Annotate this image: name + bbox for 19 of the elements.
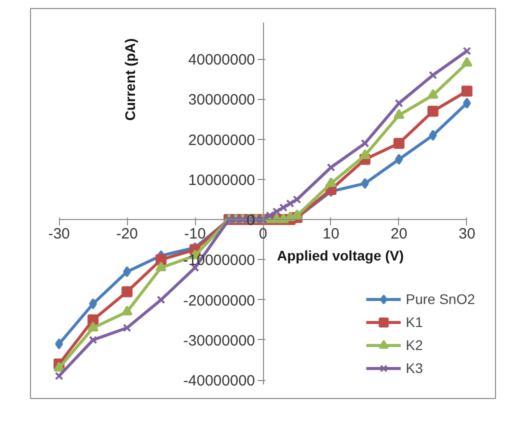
y-axis-title: Current (pA) — [122, 38, 138, 121]
x-tick-label: 10 — [322, 226, 340, 243]
y-tick-label: 10000000 — [188, 172, 256, 189]
legend-label: Pure SnO2 — [406, 291, 475, 307]
y-tick-label: 40000000 — [188, 52, 256, 69]
x-tick-label: 20 — [390, 226, 408, 243]
x-tick-label: -20 — [116, 226, 138, 243]
legend-label: K1 — [406, 314, 424, 330]
y-tick-label: 20000000 — [188, 132, 256, 149]
y-tick-label: 30000000 — [188, 92, 256, 109]
y-tick-label: -30000000 — [183, 332, 255, 350]
legend-label: K2 — [406, 337, 424, 353]
y-tick-label: -20000000 — [183, 292, 255, 310]
legend-label: K3 — [406, 360, 424, 376]
x-tick-label: -10 — [184, 226, 206, 243]
x-tick-label: 30 — [458, 226, 476, 243]
x-tick-label: -30 — [48, 226, 70, 243]
x-axis-title: Applied voltage (V) — [277, 248, 404, 264]
y-tick-label: -40000000 — [183, 372, 255, 390]
